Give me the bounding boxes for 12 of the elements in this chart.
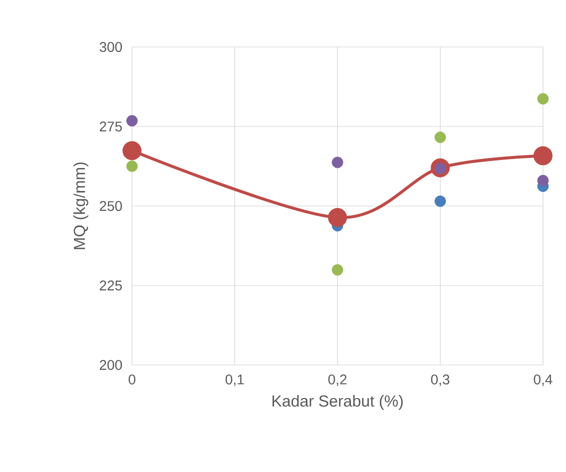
y-tick-label: 200: [100, 360, 122, 370]
y-tick-label: 300: [100, 42, 122, 52]
y-tick-label: 225: [100, 280, 122, 290]
x-axis-title: Kadar Serabut (%): [272, 394, 403, 410]
y-tick-label: 275: [100, 122, 122, 132]
y-axis-title: MQ (kg/mm): [73, 162, 88, 250]
x-tick-label: 0: [128, 374, 136, 384]
x-tick-label: 0,3: [431, 374, 450, 386]
x-tick-label: 0,1: [226, 374, 244, 386]
x-tick-label: 0,2: [328, 374, 347, 386]
x-tick-label: 0,4: [534, 374, 552, 386]
y-tick-label: 250: [100, 201, 122, 211]
